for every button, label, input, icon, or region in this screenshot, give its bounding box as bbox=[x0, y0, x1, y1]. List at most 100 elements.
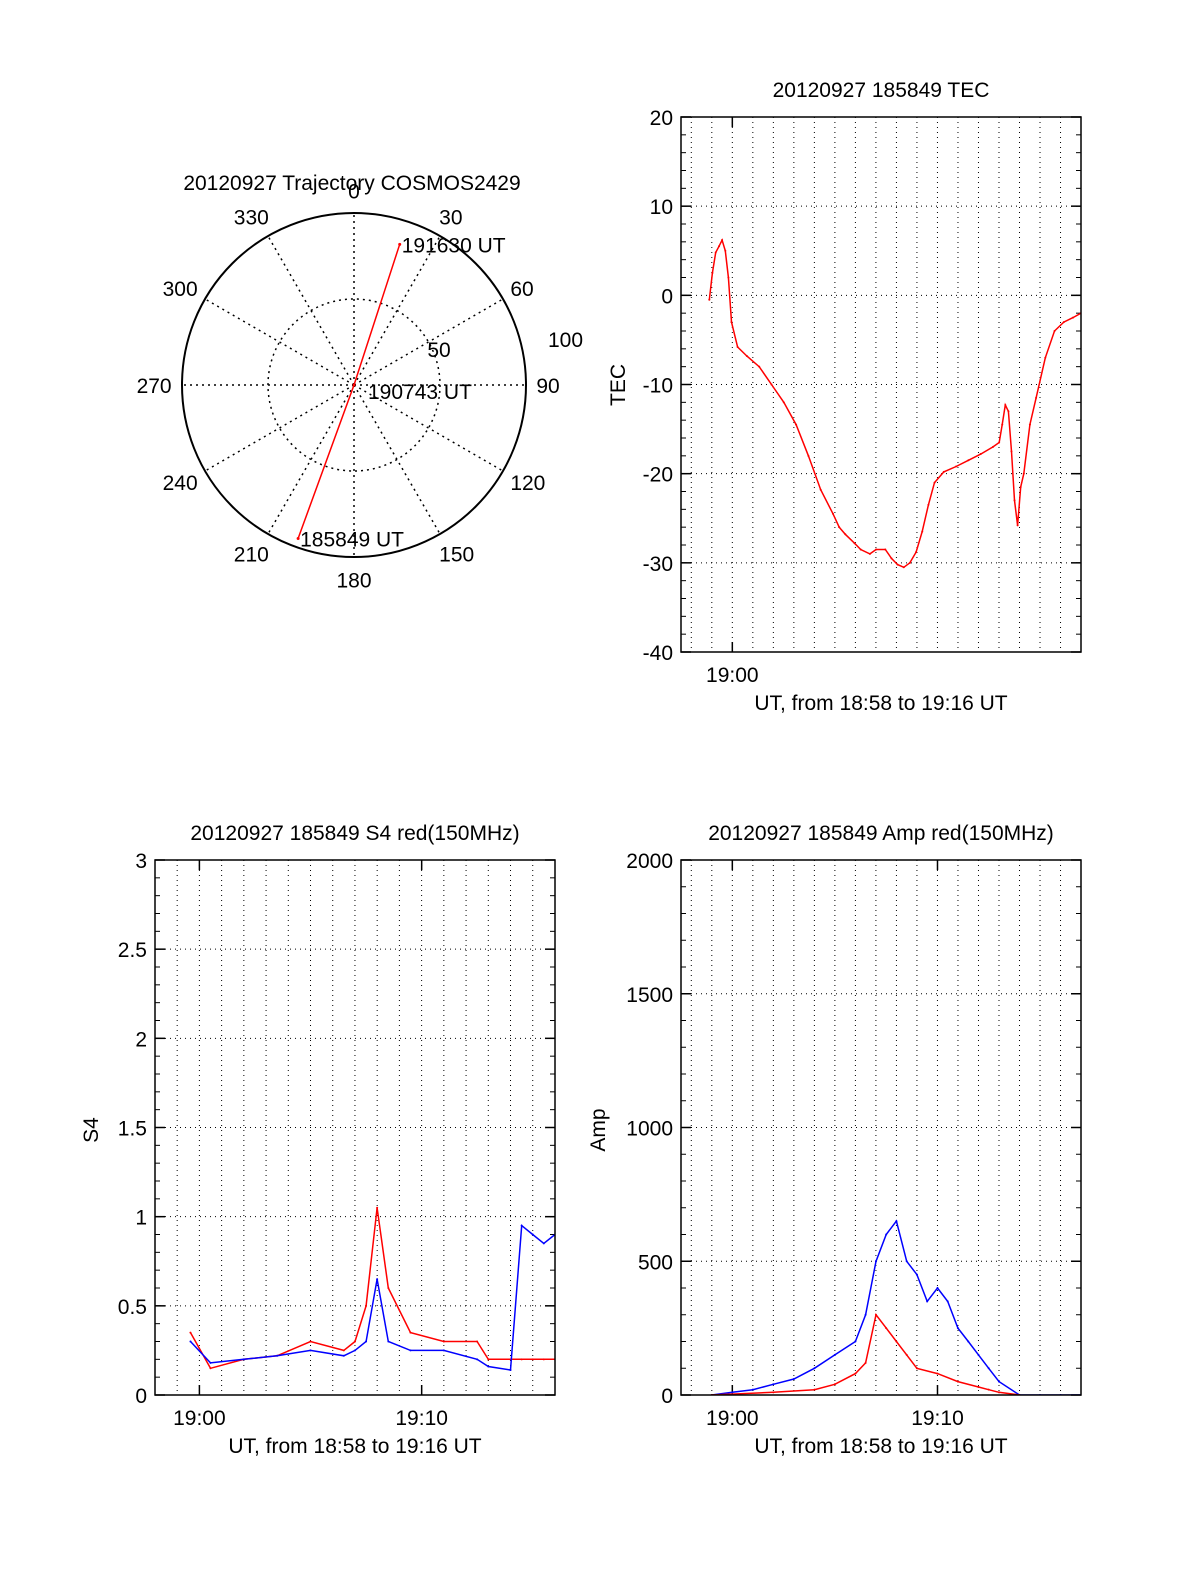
polar-annotation-0: 191630 UT bbox=[402, 234, 506, 257]
series-0-point-8 bbox=[864, 1313, 867, 1316]
plot-frame bbox=[154, 859, 556, 1396]
series-1-point-4 bbox=[854, 1372, 857, 1375]
series-1-point-14 bbox=[987, 1388, 990, 1391]
series-1-point-1 bbox=[772, 1391, 775, 1394]
series-0-point-17 bbox=[542, 1358, 545, 1361]
y-tick-label-5: 2.5 bbox=[118, 939, 147, 962]
series-0-point-19 bbox=[853, 542, 856, 545]
s4-ylabel: S4 bbox=[80, 1117, 103, 1143]
series-0-point-7 bbox=[730, 321, 733, 324]
series-0-point-9 bbox=[387, 1287, 390, 1289]
series-0-point-5 bbox=[724, 249, 727, 252]
series-0-point-0 bbox=[708, 298, 711, 301]
series-1-point-10 bbox=[409, 1349, 412, 1352]
series-0-point-6 bbox=[727, 276, 730, 279]
y-tick-label-0: 0 bbox=[135, 1385, 147, 1408]
series-0-point-30 bbox=[927, 503, 930, 506]
y-tick-label-3: -10 bbox=[643, 375, 673, 398]
polar-radial-label-100: 100 bbox=[548, 329, 583, 352]
series-1-point-9 bbox=[905, 1353, 908, 1356]
y-tick-label-4: 2000 bbox=[626, 850, 673, 873]
series-0-point-5 bbox=[813, 1367, 816, 1370]
series-0-point-5 bbox=[342, 1349, 345, 1352]
polar-trajectory-point-0 bbox=[398, 242, 402, 246]
polar-azimuth-label-120: 120 bbox=[510, 472, 545, 495]
series-0-point-17 bbox=[838, 526, 841, 529]
series-0-point-42 bbox=[1013, 499, 1016, 502]
series-0-point-16 bbox=[946, 1300, 949, 1303]
series-1-point-16 bbox=[531, 1233, 534, 1236]
y-tick-label-0: -40 bbox=[643, 642, 673, 665]
polar-azimuth-label-150: 150 bbox=[439, 543, 474, 566]
y-tick-label-2: 1000 bbox=[626, 1118, 673, 1141]
y-tick-label-2: 1 bbox=[135, 1207, 147, 1230]
series-0-point-41 bbox=[1010, 450, 1013, 453]
polar-annotation-2: 185849 UT bbox=[300, 529, 404, 552]
series-0-point-26 bbox=[902, 566, 905, 569]
series-1-point-7 bbox=[365, 1340, 368, 1343]
series-0-point-6 bbox=[833, 1353, 836, 1356]
s4-title: 20120927 185849 S4 red(150MHz) bbox=[190, 822, 519, 845]
polar-trajectory-point-2 bbox=[296, 537, 300, 541]
series-1-point-5 bbox=[864, 1361, 867, 1364]
series-0-point-15 bbox=[936, 1287, 939, 1289]
y-tick-label-1: 500 bbox=[638, 1251, 673, 1274]
y-tick-label-3: 1.5 bbox=[118, 1118, 147, 1141]
series-0-point-14 bbox=[807, 454, 810, 457]
series-0-point-6 bbox=[354, 1340, 356, 1343]
amp-xlabel: UT, from 18:58 to 19:16 UT bbox=[754, 1435, 1007, 1458]
series-0-point-32 bbox=[942, 470, 945, 473]
series-0-point-4 bbox=[309, 1340, 312, 1343]
x-tick-label-0: 19:00 bbox=[173, 1407, 226, 1430]
y-tick-label-3: 1500 bbox=[626, 984, 673, 1007]
series-0-point-12 bbox=[905, 1260, 908, 1263]
series-line-0 bbox=[711, 1219, 1081, 1395]
polar-azimuth-label-30: 30 bbox=[439, 207, 462, 230]
amp-panel: 20120927 185849 Amp red(150MHz) 0 500 1000… bbox=[587, 822, 1082, 1458]
polar-radial-labels: 50 100 bbox=[427, 329, 583, 362]
series-0-point-33 bbox=[955, 465, 958, 468]
series-0-point-47 bbox=[1035, 396, 1038, 399]
series-0-point-37 bbox=[998, 441, 1001, 444]
plot-frame bbox=[680, 116, 1082, 653]
series-0-point-2 bbox=[751, 1388, 754, 1391]
polar-series bbox=[296, 242, 402, 541]
polar-spoke-300 bbox=[204, 298, 355, 386]
series-0-point-1 bbox=[731, 1391, 734, 1394]
series-1-point-4 bbox=[309, 1349, 312, 1352]
polar-spoke-60 bbox=[353, 298, 504, 386]
series-0-point-24 bbox=[890, 557, 893, 560]
x-tick-label-1: 19:10 bbox=[395, 1407, 448, 1430]
polar-azimuth-label-270: 270 bbox=[137, 375, 172, 398]
y-tick-label-1: -30 bbox=[643, 553, 673, 576]
series-0-point-21 bbox=[868, 552, 871, 555]
s4-panel: 20120927 185849 S4 red(150MHz) 0 0.5 1 1.5 2… bbox=[80, 822, 556, 1458]
series-1-point-15 bbox=[998, 1391, 1001, 1394]
polar-radial-label-50: 50 bbox=[427, 339, 450, 362]
y-tick-label-6: 3 bbox=[135, 850, 147, 873]
polar-azimuth-label-60: 60 bbox=[510, 278, 533, 301]
series-0-point-0 bbox=[189, 1331, 192, 1334]
series-0-point-18 bbox=[967, 1340, 970, 1343]
series-0-point-10 bbox=[409, 1331, 412, 1334]
series-0-point-45 bbox=[1022, 472, 1025, 475]
polar-spoke-210 bbox=[267, 384, 355, 535]
s4-xlabel: UT, from 18:58 to 19:16 UT bbox=[228, 1435, 481, 1458]
series-1-point-15 bbox=[520, 1224, 523, 1227]
series-line-1 bbox=[711, 1313, 1020, 1395]
tec-title: 20120927 185849 TEC bbox=[773, 79, 990, 102]
s4-plot-area: 0 0.5 1 1.5 2 2.5 3 19:00 19:10 bbox=[118, 850, 556, 1430]
series-1-point-2 bbox=[242, 1358, 245, 1361]
series-0-point-2 bbox=[714, 251, 717, 254]
series-0-point-40 bbox=[1007, 410, 1010, 413]
polar-spoke-30 bbox=[353, 235, 441, 386]
y-tick-label-6: 20 bbox=[650, 107, 673, 130]
y-tick-label-2: -20 bbox=[643, 464, 673, 487]
series-0-point-4 bbox=[792, 1377, 795, 1380]
plot-frame bbox=[680, 859, 1082, 1396]
series-0-point-3 bbox=[718, 245, 721, 248]
series-1-point-8 bbox=[895, 1340, 898, 1343]
tec-panel: 20120927 185849 TEC -40 -30 -20 -10 0 10 20 19:… bbox=[607, 79, 1082, 715]
polar-spoke-330 bbox=[267, 235, 355, 386]
